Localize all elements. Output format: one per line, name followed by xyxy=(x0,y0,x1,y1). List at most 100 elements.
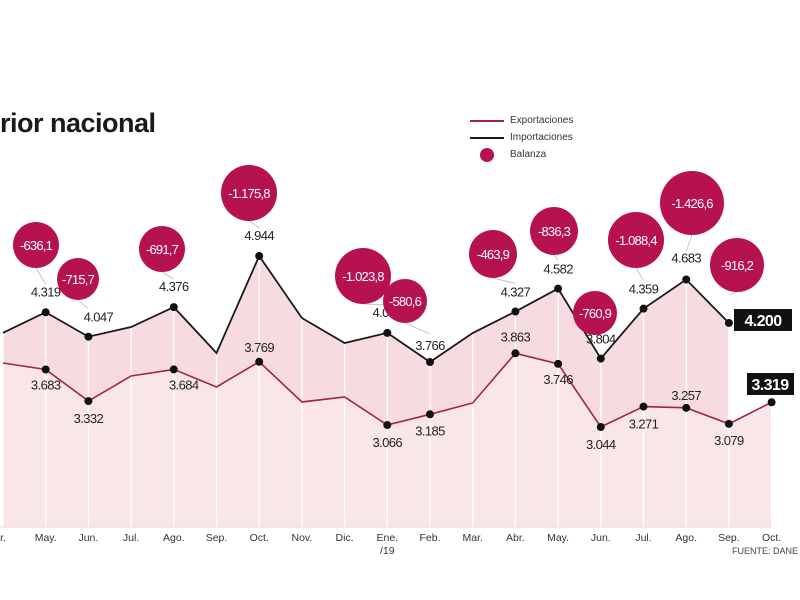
exports-value-label: 3.271 xyxy=(629,417,659,432)
imports-point xyxy=(255,252,264,260)
exports-point xyxy=(169,365,178,374)
balance-label: -836,3 xyxy=(538,224,571,239)
balance-connector xyxy=(248,220,260,229)
balance-label: -691,7 xyxy=(146,242,179,257)
balance-connector xyxy=(685,234,693,252)
x-tick-label: Jun. xyxy=(591,532,611,544)
exports-point xyxy=(724,419,733,428)
exports-last-badge xyxy=(747,373,794,395)
imports-value-label: 4.319 xyxy=(31,284,61,299)
imports-point xyxy=(682,275,691,284)
balance-bubble xyxy=(660,171,724,235)
exports-point xyxy=(554,359,563,368)
imports-point xyxy=(169,303,178,312)
balance-label: -1.023,8 xyxy=(342,269,384,284)
exports-point xyxy=(426,410,434,419)
balance-bubble xyxy=(335,248,391,304)
x-tick-label: Sep. xyxy=(206,532,228,544)
imports-value-label: 3.766 xyxy=(415,338,445,353)
balance-connector xyxy=(161,271,175,280)
x-tick-label: Oct. xyxy=(762,532,781,544)
legend-label-imports: Importaciones xyxy=(510,132,573,143)
imports-last-badge xyxy=(734,309,792,331)
chart-title: rior nacional xyxy=(0,108,156,138)
x-tick-label: Oct. xyxy=(250,532,269,544)
balance-bubble xyxy=(608,212,664,268)
exports-value-label: 3.683 xyxy=(31,377,61,392)
imports-point xyxy=(724,318,733,327)
x-tick-label: Nov. xyxy=(291,532,312,544)
balance-bubble xyxy=(139,226,185,272)
balance-connector xyxy=(77,299,89,310)
balance-bubble xyxy=(530,207,578,255)
imports-value-label: 4.047 xyxy=(84,310,114,325)
balance-connector xyxy=(492,277,516,284)
exports-last-value: 3.319 xyxy=(751,377,789,394)
legend-label-exports: Exportaciones xyxy=(510,115,574,126)
imports-value-label: 4.359 xyxy=(629,282,659,297)
exports-point xyxy=(255,357,264,366)
imports-line xyxy=(2,254,730,364)
balance-connector xyxy=(404,322,431,335)
imports-value-label: 3.804 xyxy=(586,332,616,347)
imports-point xyxy=(41,308,50,317)
balance-label: -636,1 xyxy=(20,238,53,253)
balance-bubble xyxy=(383,279,427,323)
legend: Exportaciones Importaciones Balanza xyxy=(470,112,573,163)
balance-bubble xyxy=(469,230,517,278)
exports-point xyxy=(682,403,691,412)
x-tick-label: Ago. xyxy=(675,532,697,544)
balance-bubble xyxy=(221,165,277,221)
x-tick-label: Dic. xyxy=(336,532,354,544)
exports-point xyxy=(84,397,93,406)
imports-value-label: 4.582 xyxy=(543,262,573,277)
legend-item-balance: Balanza xyxy=(470,146,573,163)
exports-value-label: 3.185 xyxy=(415,423,445,438)
balance-connector xyxy=(635,267,644,281)
exports-value-label: 3.079 xyxy=(714,433,744,448)
x-tick-label: May. xyxy=(35,532,57,544)
x-tick-label: /19 xyxy=(380,545,395,557)
imports-point xyxy=(639,304,648,313)
exports-value-label: 3.257 xyxy=(671,388,701,403)
exports-value-label: 3.769 xyxy=(244,340,274,355)
imports-value-label: 4.327 xyxy=(501,285,531,300)
exports-point xyxy=(383,421,392,430)
imports-value-label: 4.944 xyxy=(244,228,274,243)
legend-label-balance: Balanza xyxy=(510,149,547,160)
imports-point xyxy=(596,354,605,363)
imports-value-label: 4.376 xyxy=(159,279,189,294)
exports-value-label: 3.044 xyxy=(586,437,616,452)
balance-label: -715,7 xyxy=(62,272,95,287)
balance-connector xyxy=(553,254,559,261)
exports-point xyxy=(596,423,605,431)
imports-point xyxy=(511,307,520,316)
imports-point xyxy=(554,284,563,293)
x-tick-label: r. xyxy=(0,532,6,544)
balance-label: -916,2 xyxy=(721,258,754,273)
source-note: FUENTE: DANE xyxy=(732,546,799,556)
legend-item-exports: Exportaciones xyxy=(470,112,573,129)
exports-value-label: 3.066 xyxy=(373,435,403,450)
balance-label: -463,9 xyxy=(477,247,510,262)
exports-point xyxy=(767,398,776,407)
balance-label: -1.175,8 xyxy=(228,186,270,201)
imports-point xyxy=(84,332,93,341)
exports-point xyxy=(639,402,648,411)
x-tick-label: Jul. xyxy=(123,532,139,544)
balance-connector xyxy=(728,291,738,296)
imports-value-label: 4.683 xyxy=(671,250,701,265)
exports-value-label: 3.332 xyxy=(74,411,104,426)
balance-label: -760,9 xyxy=(579,306,612,321)
exports-point xyxy=(511,349,520,358)
imports-point xyxy=(426,358,434,367)
x-tick-label: Abr. xyxy=(506,532,525,544)
exports-value-label: 3.746 xyxy=(543,372,573,387)
balance-connector xyxy=(35,267,47,285)
balance-bubble xyxy=(710,238,764,292)
exports-value-label: 3.863 xyxy=(501,329,531,344)
x-tick-label: Jul. xyxy=(635,532,651,544)
balance-label: -1.426,6 xyxy=(671,196,713,211)
balance-bubble xyxy=(13,222,59,268)
